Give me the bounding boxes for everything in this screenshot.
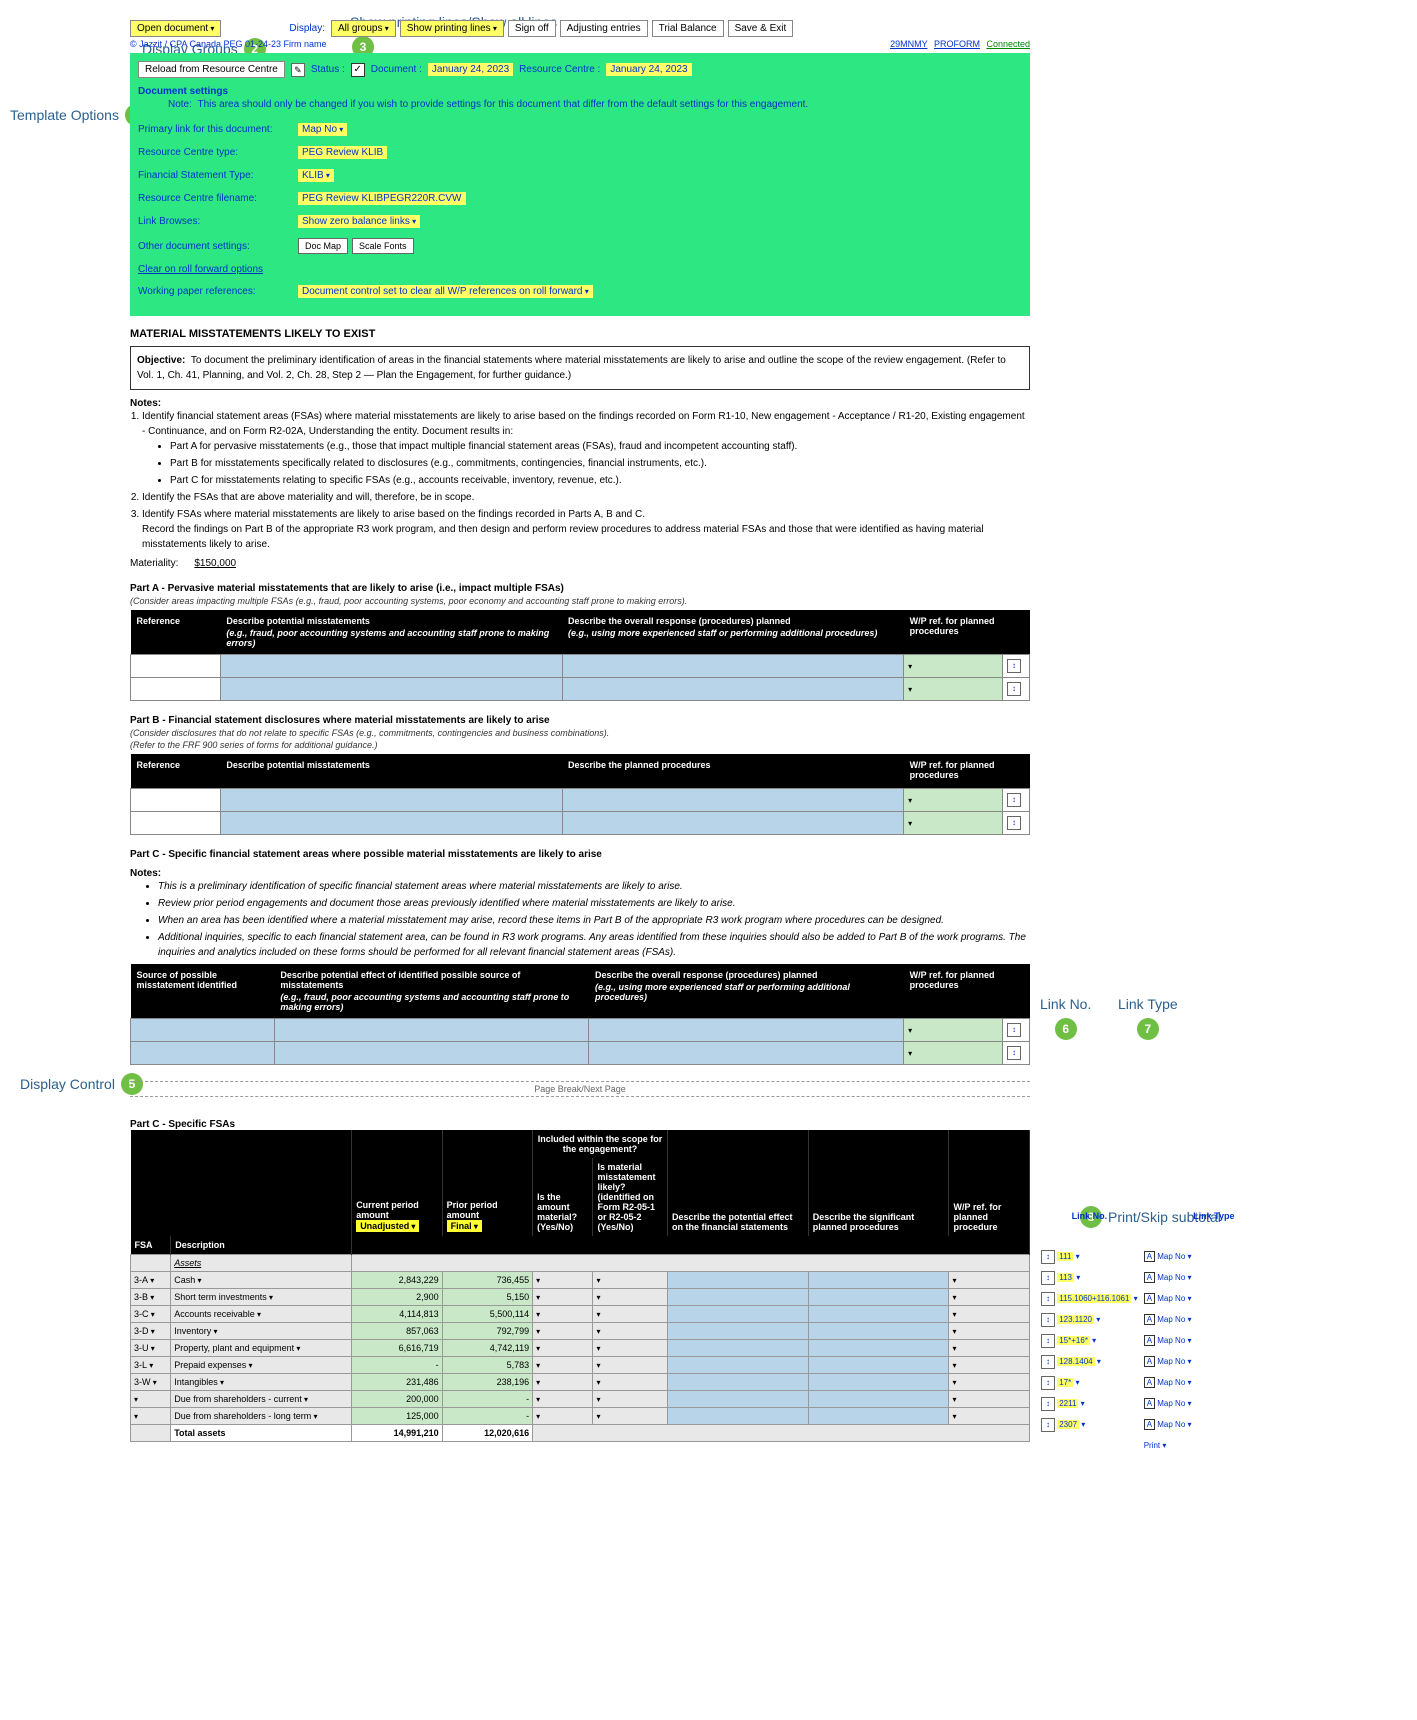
notes-label: Notes: [130, 398, 1030, 409]
settings-note: Note: This area should only be changed i… [138, 97, 1022, 113]
fsa-title: Part C - Specific FSAs [130, 1119, 1030, 1130]
table-row[interactable]: ↕ [131, 1019, 1030, 1042]
fs-type-value[interactable]: KLIB [298, 169, 334, 182]
assets-header-row: Assets [131, 1255, 1030, 1272]
document-date: January 24, 2023 [428, 63, 513, 76]
other-settings-label: Other document settings: [138, 241, 298, 252]
sort-icon[interactable]: ↕ [1007, 793, 1021, 807]
fs-type-label: Financial Statement Type: [138, 170, 298, 181]
fsa-table: Current period amountUnadjusted Prior pe… [130, 1130, 1030, 1442]
doc-settings-title: Document settings [138, 86, 1022, 97]
save-exit-button[interactable]: Save & Exit [728, 20, 794, 37]
materiality: Materiality:$150,000 [130, 558, 1030, 569]
edit-icon[interactable]: ✎ [291, 63, 305, 77]
fsa-row[interactable]: 3-CAccounts receivable4,114,8135,500,114 [131, 1306, 1030, 1323]
notes-list: Identify financial statement areas (FSAs… [130, 409, 1030, 552]
unadjusted-dropdown[interactable]: Unadjusted [356, 1220, 419, 1232]
show-lines-button[interactable]: Show printing lines [400, 20, 504, 37]
part-a-title: Part A - Pervasive material misstatement… [130, 583, 1030, 594]
trial-balance-button[interactable]: Trial Balance [652, 20, 724, 37]
doc-map-button[interactable]: Doc Map [298, 238, 348, 254]
part-c-notes-label: Notes: [130, 868, 1030, 879]
sort-icon[interactable]: ↕ [1007, 1023, 1021, 1037]
clear-rf-link[interactable]: Clear on roll forward options [138, 264, 298, 275]
wp-ref-label: Working paper references: [138, 286, 298, 297]
toolbar: Open document Display: All groups Show p… [130, 20, 1030, 37]
part-a-sub: (Consider areas impacting multiple FSAs … [130, 596, 1030, 606]
adjusting-entries-button[interactable]: Adjusting entries [560, 20, 648, 37]
copyright-line: © Jazzit / CPA Canada PEG 01-24-23 Firm … [130, 39, 1030, 49]
display-groups-button[interactable]: All groups [331, 20, 396, 37]
fsa-row[interactable]: Due from shareholders - current200,000- [131, 1391, 1030, 1408]
rc-filename-value: PEG Review KLIBPEGR220R.CVW [298, 192, 466, 205]
part-a-table: Reference Describe potential misstatemen… [130, 610, 1030, 701]
link-browses-value[interactable]: Show zero balance links [298, 215, 420, 228]
sort-icon[interactable]: ↕ [1007, 659, 1021, 673]
table-row[interactable]: ↕ [131, 678, 1030, 701]
primary-link-label: Primary link for this document: [138, 124, 298, 135]
objective-box: Objective: To document the preliminary i… [130, 346, 1030, 390]
document-settings-panel: Reload from Resource Centre ✎ Status : ✓… [130, 53, 1030, 316]
part-b-sub2: (Refer to the FRF 900 series of forms fo… [130, 740, 1030, 750]
open-document-button[interactable]: Open document [130, 20, 221, 37]
fsa-row[interactable]: 3-UProperty, plant and equipment6,616,71… [131, 1340, 1030, 1357]
table-row[interactable]: ↕ [131, 1042, 1030, 1065]
rc-date: January 24, 2023 [606, 63, 691, 76]
link-browses-label: Link Browses: [138, 216, 298, 227]
table-row[interactable]: ↕ [131, 812, 1030, 835]
part-b-table: Reference Describe potential misstatemen… [130, 754, 1030, 835]
sort-icon[interactable]: ↕ [1007, 682, 1021, 696]
link-type-header: Link Type [1141, 1105, 1287, 1225]
part-c-table: Source of possible misstatement identifi… [130, 964, 1030, 1065]
fsa-row[interactable]: 3-DInventory857,063792,799 [131, 1323, 1030, 1340]
status-check-icon: ✓ [351, 63, 365, 77]
part-c-title: Part C - Specific financial statement ar… [130, 849, 1030, 860]
link-columns: Link No.Link Type ↕ 111 ▾A Map No ▾↕ 113… [1038, 1105, 1287, 1456]
part-b-title: Part B - Financial statement disclosures… [130, 715, 1030, 726]
rc-filename-label: Resource Centre filename: [138, 193, 298, 204]
rc-type-label: Resource Centre type: [138, 147, 298, 158]
fsa-row[interactable]: 3-WIntangibles231,486238,196 [131, 1374, 1030, 1391]
rc-type-value: PEG Review KLIB [298, 146, 387, 159]
part-c-bullets: This is a preliminary identification of … [130, 879, 1030, 960]
reload-button[interactable]: Reload from Resource Centre [138, 61, 285, 78]
fsa-row[interactable]: 3-BShort term investments2,9005,150 [131, 1289, 1030, 1306]
status-label: Status : [311, 64, 345, 75]
fsa-row[interactable]: 3-ACash2,843,229736,455 [131, 1272, 1030, 1289]
final-dropdown[interactable]: Final [447, 1220, 482, 1232]
table-row[interactable]: ↕ [131, 789, 1030, 812]
display-label: Display: [289, 23, 325, 34]
link-29mnmy[interactable]: 29MNMY [890, 39, 927, 49]
link-no-header: Link No. [1038, 1105, 1141, 1225]
link-connected[interactable]: Connected [986, 39, 1030, 49]
sign-off-button[interactable]: Sign off [508, 20, 556, 37]
page-break: Page Break/Next Page [130, 1081, 1030, 1097]
fsa-row[interactable]: 3-LPrepaid expenses-5,783 [131, 1357, 1030, 1374]
scale-fonts-button[interactable]: Scale Fonts [352, 238, 414, 254]
primary-link-value[interactable]: Map No [298, 123, 347, 136]
material-title: MATERIAL MISSTATEMENTS LIKELY TO EXIST [130, 328, 1030, 340]
sort-icon[interactable]: ↕ [1007, 1046, 1021, 1060]
document-label: Document : [371, 64, 422, 75]
wp-ref-value[interactable]: Document control set to clear all W/P re… [298, 285, 593, 298]
table-row[interactable]: ↕ [131, 655, 1030, 678]
rc-label: Resource Centre : [519, 64, 600, 75]
fsa-row[interactable]: Due from shareholders - long term125,000… [131, 1408, 1030, 1425]
link-proform[interactable]: PROFORM [934, 39, 980, 49]
sort-icon[interactable]: ↕ [1007, 816, 1021, 830]
part-b-sub1: (Consider disclosures that do not relate… [130, 728, 1030, 738]
